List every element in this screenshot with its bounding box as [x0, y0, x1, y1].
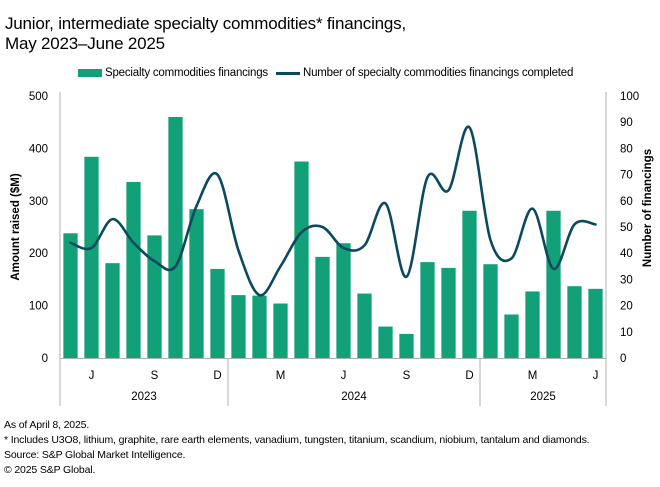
y2-tick-label: 80 [620, 143, 633, 155]
y2-tick-label: 40 [620, 248, 633, 260]
y-tick-label: 400 [29, 143, 48, 155]
legend: Specialty commodities financings Number … [78, 67, 573, 79]
y-tick-label: 200 [29, 248, 48, 260]
bar-24 [567, 286, 582, 358]
y-tick-label: 0 [42, 353, 48, 365]
bar-25 [588, 288, 603, 358]
bar-8 [231, 295, 246, 358]
chart-title: Junior, intermediate specialty commoditi… [5, 14, 406, 54]
bar-18 [441, 267, 456, 358]
footer: As of April 8, 2025. * Includes U3O8, li… [4, 418, 590, 478]
bar-series [63, 116, 603, 359]
x-tick-label: M [276, 370, 286, 382]
y2-tick-label: 60 [620, 196, 633, 208]
chart-subtitle: May 2023–June 2025 [5, 34, 165, 53]
bar-22 [525, 291, 540, 358]
bar-15 [378, 326, 393, 358]
y2-tick-label: 10 [620, 327, 633, 339]
legend-bar-label: Specialty commodities financings [105, 67, 268, 79]
y-tick-label: 100 [29, 301, 48, 313]
y2-tick-label: 100 [620, 91, 639, 103]
footer-note: * Includes U3O8, lithium, graphite, rare… [4, 434, 590, 446]
x-tick-label: J [593, 370, 599, 382]
bar-17 [420, 262, 435, 358]
bar-19 [462, 210, 477, 358]
bar-23 [546, 210, 561, 358]
footer-copyright: © 2025 S&P Global. [4, 464, 96, 476]
legend-bar-swatch [78, 69, 102, 77]
axes [59, 92, 607, 406]
x-tick-label: M [528, 370, 538, 382]
chart-title-line1: Junior, intermediate specialty commoditi… [5, 14, 406, 33]
y2-tick-label: 70 [620, 170, 633, 182]
year-label: 2025 [530, 391, 556, 403]
bar-7 [210, 268, 225, 358]
year-label: 2024 [341, 391, 367, 403]
y2-axis-title: Number of financings [642, 149, 654, 267]
y-tick-label: 300 [29, 196, 48, 208]
x-tick-label: J [341, 370, 347, 382]
y-tick-label: 500 [29, 91, 48, 103]
x-tick-label: S [403, 370, 411, 382]
y2-tick-label: 50 [620, 222, 633, 234]
legend-line-swatch [275, 71, 300, 75]
x-tick-label: D [213, 370, 221, 382]
y-axis-title: Amount raised ($M) [10, 173, 22, 281]
x-tick-label: D [465, 370, 473, 382]
bar-3 [126, 181, 141, 358]
axis-labels: 0 100 200 300 400 500 0 10 20 30 40 50 60 70 80 90 100 J S… [29, 91, 639, 403]
year-label: 2023 [131, 391, 157, 403]
bar-16 [399, 333, 414, 358]
y2-tick-label: 90 [620, 117, 633, 129]
footer-asof: As of April 8, 2025. [4, 419, 90, 431]
y2-tick-label: 30 [620, 274, 633, 286]
bar-0 [63, 233, 78, 358]
bar-10 [273, 303, 288, 358]
bar-11 [294, 161, 309, 358]
x-tick-label: S [151, 370, 159, 382]
legend-line-label: Number of specialty commodities financin… [302, 67, 574, 79]
bar-12 [315, 256, 330, 358]
bar-13 [336, 243, 351, 358]
y2-tick-label: 0 [620, 353, 626, 365]
bar-14 [357, 293, 372, 358]
bar-2 [105, 263, 120, 358]
bar-21 [504, 314, 519, 358]
footer-source: Source: S&P Global Market Intelligence. [4, 449, 186, 461]
bar-5 [168, 116, 183, 359]
line-series [69, 125, 597, 297]
bar-4 [147, 235, 162, 358]
bar-1 [84, 156, 99, 358]
bar-6 [189, 209, 204, 358]
x-tick-label: J [89, 370, 95, 382]
y2-tick-label: 20 [620, 301, 633, 313]
bar-9 [252, 295, 267, 358]
bar-20 [483, 264, 498, 358]
